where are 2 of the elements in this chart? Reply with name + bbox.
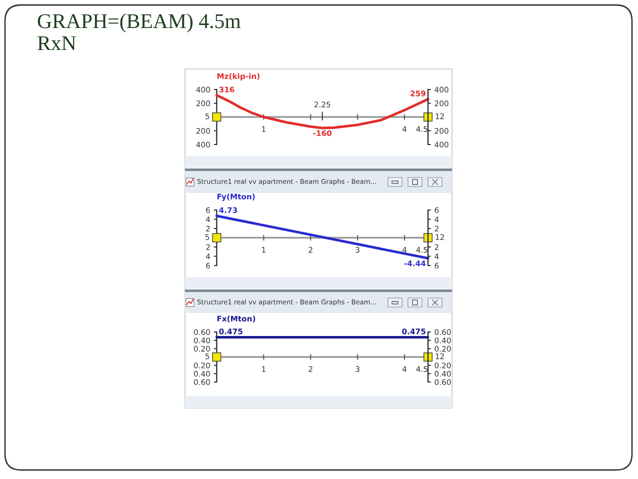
chart-subtitle: RxN — [38, 36, 76, 50]
chart-title: GRAPH=(BEAM) 4.5m — [38, 14, 241, 32]
